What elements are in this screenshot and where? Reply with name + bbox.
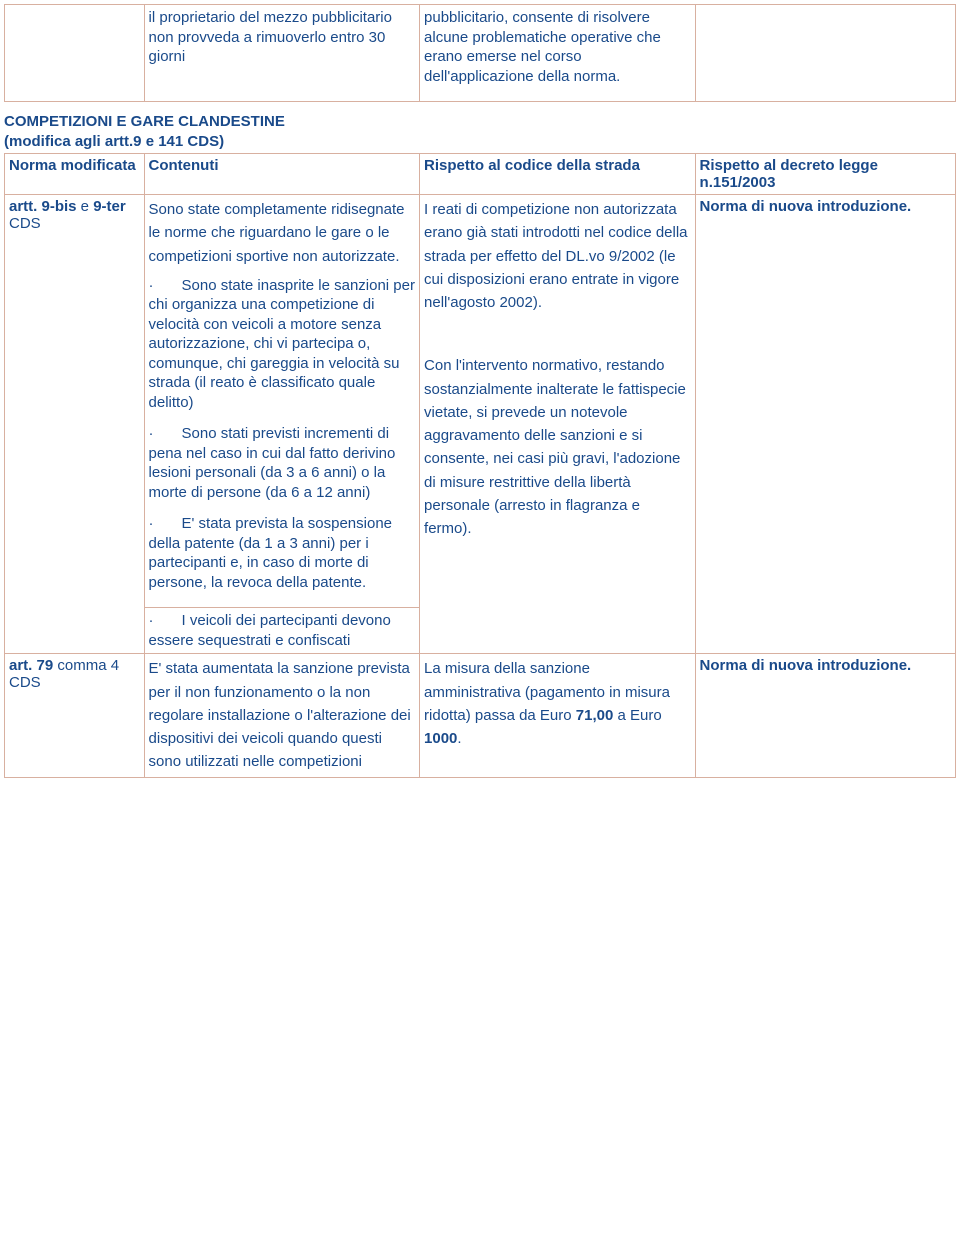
norma-ref-tail: CDS: [9, 215, 41, 232]
bullet-dot-icon: [149, 612, 182, 629]
text: Con l'intervento normativo, restando sos…: [424, 354, 691, 540]
norma-ref: art. 79: [9, 657, 53, 674]
title-line2: (modifica agli artt.9 e 141 CDS): [4, 133, 224, 150]
top-table: il proprietario del mezzo pubblicitario …: [4, 4, 956, 102]
text: .: [457, 730, 461, 747]
bullet-dot-icon: [149, 277, 182, 294]
bullet-item: E' stata prevista la sospensione della p…: [149, 514, 416, 592]
text: E' stata aumentata la sanzione prevista …: [149, 657, 416, 773]
cell-rispetto-dl: Norma di nuova introduzione.: [696, 654, 955, 776]
norma-ref-b: 9-ter: [93, 198, 126, 215]
cell-norma: art. 79 comma 4 CDS: [5, 654, 144, 776]
cell-norma: artt. 9-bis e 9-ter CDS: [5, 195, 144, 653]
norma-ref-a: artt. 9-bis: [9, 198, 77, 215]
norma-ref-mid: e: [77, 198, 94, 215]
cell: pubblicitario, consente di risolvere alc…: [420, 5, 695, 101]
bullet-dot-icon: [149, 515, 182, 532]
cell-rispetto-cds: I reati di competizione non autorizzata …: [420, 195, 695, 653]
col-header-contenuti: Contenuti: [145, 154, 420, 194]
text: E' stata prevista la sospensione della p…: [149, 515, 392, 591]
table-row: art. 79 comma 4 CDS E' stata aumentata l…: [5, 654, 955, 776]
bullet-dot-icon: [149, 425, 182, 442]
cell-rispetto-dl: Norma di nuova introduzione.: [696, 195, 955, 653]
cell-contenuti: Sono state completamente ridisegnate le …: [145, 195, 420, 607]
value: 71,00: [576, 707, 614, 724]
bullet-item: I veicoli dei partecipanti devono essere…: [149, 611, 416, 650]
text: pubblicitario, consente di risolvere alc…: [424, 8, 691, 86]
text: il proprietario del mezzo pubblicitario …: [149, 8, 416, 67]
title-line1: COMPETIZIONI E GARE CLANDESTINE: [4, 113, 285, 130]
table-row: il proprietario del mezzo pubblicitario …: [5, 5, 955, 101]
text: Norma di nuova introduzione.: [700, 198, 912, 215]
cell-contenuti: I veicoli dei partecipanti devono essere…: [145, 608, 420, 653]
value: 1000: [424, 730, 457, 747]
text: I veicoli dei partecipanti devono essere…: [149, 612, 391, 649]
cell-rispetto-cds: La misura della sanzione amministrativa …: [420, 654, 695, 776]
col-header-rispetto-dl: Rispetto al decreto legge n.151/2003: [696, 154, 955, 194]
text: Sono state inasprite le sanzioni per chi…: [149, 277, 415, 411]
table-header-row: Norma modificata Contenuti Rispetto al c…: [5, 154, 955, 194]
text: I reati di competizione non autorizzata …: [424, 198, 691, 314]
bullet-item: Sono state inasprite le sanzioni per chi…: [149, 276, 416, 413]
text: Norma di nuova introduzione.: [700, 657, 912, 674]
main-table: Norma modificata Contenuti Rispetto al c…: [4, 153, 956, 778]
col-header-rispetto-cds: Rispetto al codice della strada: [420, 154, 695, 194]
bullet-item: Sono stati previsti incrementi di pena n…: [149, 424, 416, 502]
cell: il proprietario del mezzo pubblicitario …: [145, 5, 420, 101]
section-title: COMPETIZIONI E GARE CLANDESTINE (modific…: [4, 112, 956, 151]
cell-contenuti: E' stata aumentata la sanzione prevista …: [145, 654, 420, 776]
text: Sono state completamente ridisegnate le …: [149, 198, 416, 268]
cell-empty: [696, 5, 955, 101]
text: a Euro: [613, 707, 661, 724]
col-header-norma: Norma modificata: [5, 154, 144, 194]
text: Sono stati previsti incrementi di pena n…: [149, 425, 396, 501]
text: La misura della sanzione amministrativa …: [424, 657, 691, 750]
table-row: artt. 9-bis e 9-ter CDS Sono state compl…: [5, 195, 955, 607]
cell-empty: [5, 5, 144, 101]
